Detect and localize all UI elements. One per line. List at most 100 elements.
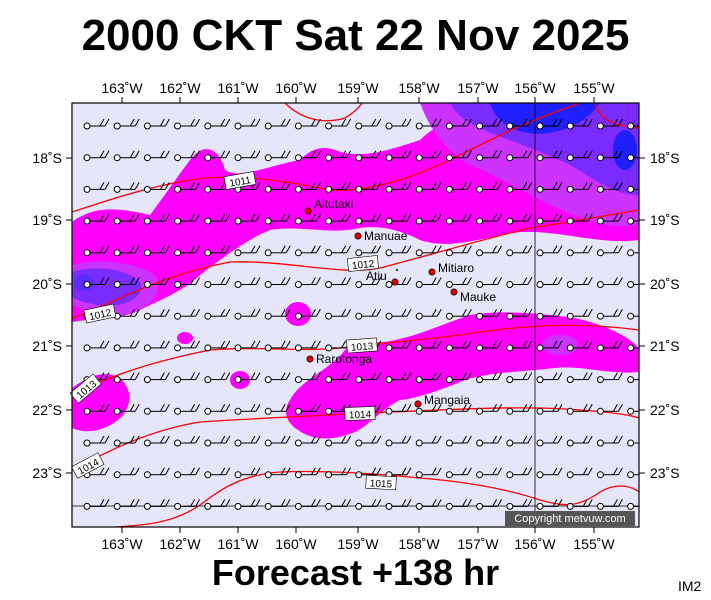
wind-barb — [174, 372, 201, 384]
wind-barb — [294, 467, 321, 479]
wind-barb — [415, 308, 442, 320]
lon-label-bottom: 160˚W — [275, 536, 317, 552]
wind-barb — [234, 340, 261, 352]
wind-barb — [204, 308, 231, 320]
wind-barb — [355, 435, 382, 447]
isobar-label: 1012 — [347, 255, 379, 272]
wind-barb — [476, 404, 503, 415]
aitutaki-marker — [304, 207, 312, 215]
wind-barb — [596, 435, 623, 447]
wind-barb — [174, 499, 201, 510]
wind-barb — [385, 308, 412, 320]
manuae-label: Manuae — [364, 229, 408, 243]
wind-barb — [415, 277, 442, 288]
wind-barb — [566, 372, 593, 384]
wind-barb — [476, 308, 503, 320]
aitutaki-label: Aitutaki — [314, 197, 353, 211]
wind-barb — [385, 182, 412, 193]
wind-barb — [294, 213, 321, 225]
wind-barb — [234, 372, 261, 384]
wind-barb — [627, 312, 639, 320]
lat-label-right: 18˚S — [650, 150, 680, 166]
wind-barb — [143, 340, 170, 352]
wind-barb — [143, 308, 170, 320]
lat-label-left: 22˚S — [32, 402, 62, 418]
wind-barb — [506, 213, 533, 225]
wind-barb — [264, 404, 291, 415]
wind-barb — [83, 435, 110, 447]
wind-barb — [385, 118, 412, 130]
isobar-line — [114, 470, 639, 527]
wind-barb — [536, 277, 563, 288]
wind-barb — [385, 435, 412, 447]
copyright-badge: Copyright metvuw.com — [505, 511, 635, 526]
wind-barb — [174, 277, 201, 288]
wind-barb — [536, 499, 563, 510]
map-title: 2000 CKT Sat 22 Nov 2025 — [81, 11, 630, 60]
wind-barb — [506, 499, 533, 510]
wind-barb — [294, 435, 321, 447]
wind-barb — [566, 150, 593, 162]
wind-barb — [627, 471, 639, 479]
wind-barb — [83, 340, 110, 352]
wind-barb — [143, 467, 170, 479]
wind-barb — [476, 372, 503, 384]
wind-barb — [596, 308, 623, 320]
svg-text:1014: 1014 — [349, 410, 372, 422]
wind-barb — [264, 435, 291, 447]
wind-barb-layer — [83, 118, 639, 510]
wind-barb — [476, 245, 503, 257]
wind-barb — [596, 245, 623, 257]
wind-barb — [415, 404, 442, 415]
wind-barb — [415, 499, 442, 510]
wind-barb — [506, 372, 533, 384]
wind-barb — [234, 435, 261, 447]
wind-barb — [234, 150, 261, 162]
forecast-label: Forecast +138 hr — [211, 552, 500, 593]
wind-barb — [627, 407, 639, 415]
wind-barb — [325, 372, 352, 384]
wind-barb — [264, 277, 291, 288]
wind-barb — [596, 118, 623, 130]
wind-barb — [294, 118, 321, 130]
wind-barb — [264, 308, 291, 320]
wind-barb — [415, 213, 442, 225]
wind-barb — [204, 245, 231, 257]
wind-barb — [445, 435, 472, 447]
wind-barb — [476, 150, 503, 162]
wind-barb — [445, 372, 472, 384]
wind-barb — [113, 150, 140, 162]
wind-barb — [445, 308, 472, 320]
wind-barb — [506, 245, 533, 257]
svg-text:1011: 1011 — [229, 175, 253, 190]
lon-label-bottom: 156˚W — [514, 536, 556, 552]
wind-barb — [596, 404, 623, 415]
wind-barb — [113, 499, 140, 510]
wind-barb — [627, 376, 639, 384]
wind-barb — [445, 467, 472, 479]
lon-label-bottom: 157˚W — [457, 536, 499, 552]
lat-label-left: 20˚S — [32, 276, 62, 292]
wind-barb — [325, 308, 352, 320]
wind-barb — [83, 467, 110, 479]
wind-barb — [234, 277, 261, 288]
mitiaro-label: Mitiaro — [438, 261, 474, 275]
wind-barb — [445, 499, 472, 510]
wind-barb — [415, 245, 442, 257]
wind-barb — [476, 213, 503, 225]
wind-barb — [355, 277, 382, 288]
wind-barb — [204, 213, 231, 225]
isobar-label: 1013 — [346, 337, 378, 354]
wind-barb — [627, 217, 639, 225]
rarotonga-marker — [306, 355, 314, 363]
svg-text:1012: 1012 — [88, 308, 112, 323]
wind-barb — [325, 245, 352, 257]
product-code: IM2 — [678, 578, 702, 594]
wind-barb — [627, 154, 639, 162]
wind-barb — [627, 122, 639, 130]
wind-barb — [415, 467, 442, 479]
wind-barb — [415, 372, 442, 384]
lon-label-top: 158˚W — [398, 80, 440, 96]
wind-barb — [234, 467, 261, 479]
wind-barb — [113, 372, 140, 384]
